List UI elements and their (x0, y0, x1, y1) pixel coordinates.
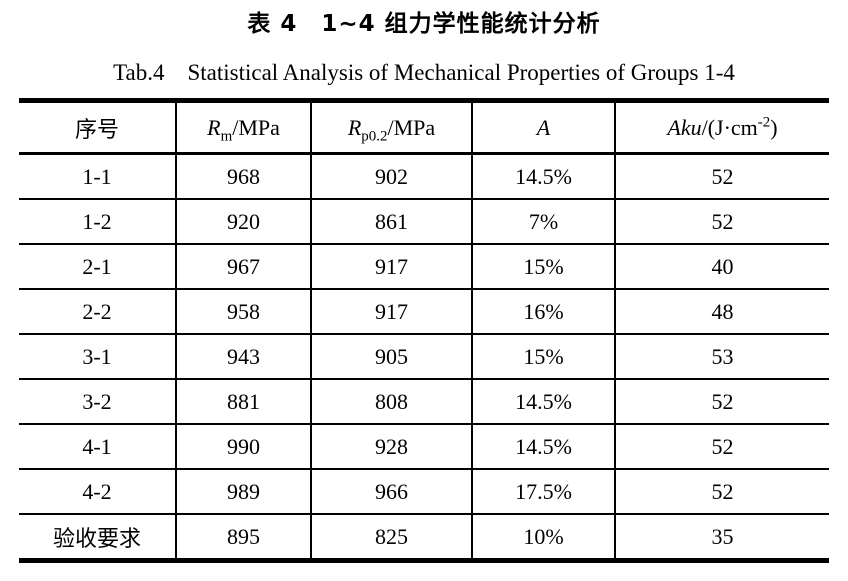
header-unit: /MPa (232, 114, 280, 140)
column-header-aku: Aku/(J·cm-2) (614, 99, 829, 155)
value-cell: 861 (310, 198, 473, 245)
acceptance-requirement-row: 验收要求 895 825 10% 35 (19, 513, 829, 562)
row-label-cell: 4-1 (19, 423, 177, 470)
header-text: 序号 (74, 116, 119, 142)
header-symbol: R (347, 114, 362, 140)
value-cell: 48 (614, 288, 829, 335)
table-caption-english: Tab.4 Statistical Analysis of Mechanical… (113, 60, 735, 85)
table-row: 4-1 990 928 14.5% 52 (19, 423, 829, 470)
value-cell: 917 (310, 243, 473, 290)
table-row: 1-1 968 902 14.5% 52 (19, 152, 829, 200)
row-label-cell: 3-1 (19, 333, 177, 380)
column-header-rm: Rm/MPa (175, 99, 312, 155)
value-cell: 920 (175, 198, 312, 245)
column-header-rp02: Rp0.2/MPa (310, 99, 473, 155)
value-cell: 40 (614, 243, 829, 290)
value-cell: 15% (471, 333, 616, 380)
value-cell: 14.5% (471, 423, 616, 470)
row-label-cell: 1-2 (19, 198, 177, 245)
row-label-cell: 1-1 (19, 152, 177, 200)
column-header-elongation: A (471, 99, 616, 155)
value-cell: 53 (614, 333, 829, 380)
column-header-serial: 序号 (19, 99, 177, 155)
table-row: 4-2 989 966 17.5% 52 (19, 468, 829, 515)
value-cell: 16% (471, 288, 616, 335)
header-row: 序号 Rm/MPa Rp0.2/MPa A Aku/(J·cm-2) (19, 99, 829, 155)
value-cell: 14.5% (471, 152, 616, 200)
header-unit: /(J·cm (701, 114, 758, 140)
value-cell: 968 (175, 152, 312, 200)
table-row: 2-2 958 917 16% 48 (19, 288, 829, 335)
value-cell: 14.5% (471, 378, 616, 425)
value-cell: 990 (175, 423, 312, 470)
header-subscript: p0.2 (361, 127, 388, 144)
value-cell: 902 (310, 152, 473, 200)
mechanical-properties-table: 序号 Rm/MPa Rp0.2/MPa A Aku/(J·cm-2) 1-1 9… (19, 98, 829, 563)
header-unit: /MPa (387, 114, 436, 140)
header-symbol: A (536, 114, 551, 140)
table-caption-chinese: 表 4 1~4 组力学性能统计分析 (247, 11, 601, 37)
value-cell: 7% (471, 198, 616, 245)
header-unit-close: ) (770, 114, 778, 140)
value-cell: 52 (614, 378, 829, 425)
value-cell: 958 (175, 288, 312, 335)
value-cell: 52 (614, 198, 829, 245)
value-cell: 928 (310, 423, 473, 470)
header-subscript: m (220, 127, 233, 144)
value-cell: 895 (175, 513, 312, 562)
table-row: 1-2 920 861 7% 52 (19, 198, 829, 245)
value-cell: 35 (614, 513, 829, 562)
table-row: 2-1 967 917 15% 40 (19, 243, 829, 290)
row-label-cell: 4-2 (19, 468, 177, 515)
value-cell: 15% (471, 243, 616, 290)
value-cell: 52 (614, 152, 829, 200)
value-cell: 966 (310, 468, 473, 515)
table-row: 3-1 943 905 15% 53 (19, 333, 829, 380)
value-cell: 967 (175, 243, 312, 290)
value-cell: 905 (310, 333, 473, 380)
row-label-cell: 2-1 (19, 243, 177, 290)
value-cell: 808 (310, 378, 473, 425)
header-superscript: -2 (757, 114, 771, 131)
value-cell: 52 (614, 468, 829, 515)
value-cell: 10% (471, 513, 616, 562)
row-label-cell: 3-2 (19, 378, 177, 425)
value-cell: 881 (175, 378, 312, 425)
value-cell: 17.5% (471, 468, 616, 515)
value-cell: 943 (175, 333, 312, 380)
header-symbol: R (207, 114, 221, 140)
row-label-cell: 验收要求 (19, 513, 177, 562)
value-cell: 52 (614, 423, 829, 470)
row-label-cell: 2-2 (19, 288, 177, 335)
table-row: 3-2 881 808 14.5% 52 (19, 378, 829, 425)
value-cell: 825 (310, 513, 473, 562)
value-cell: 989 (175, 468, 312, 515)
header-symbol: Aku (667, 114, 702, 140)
value-cell: 917 (310, 288, 473, 335)
